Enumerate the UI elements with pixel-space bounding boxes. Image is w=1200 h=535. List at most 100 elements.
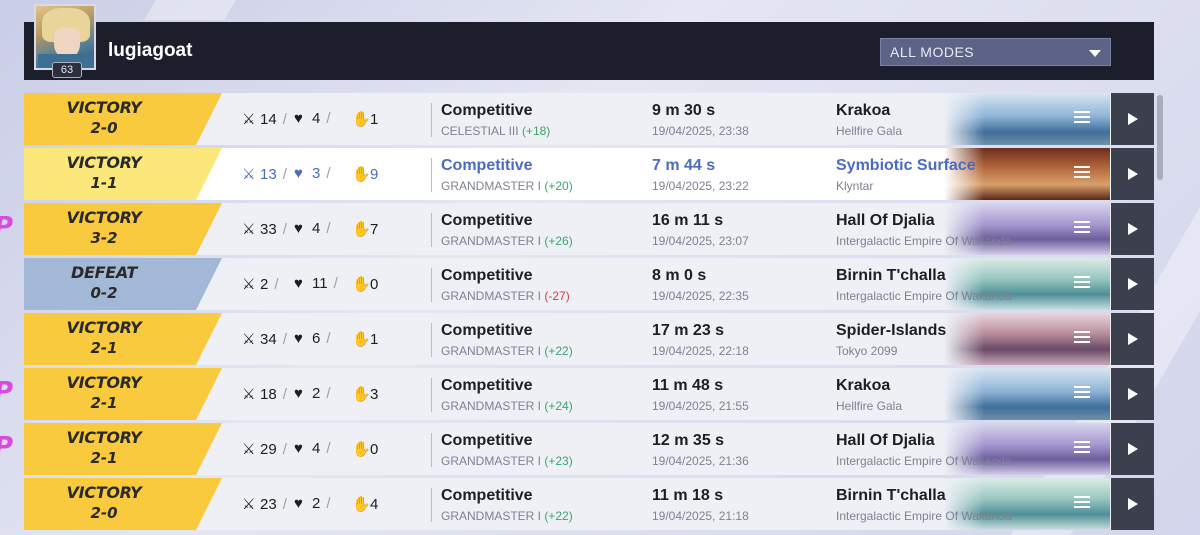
deaths-stat: ♥ 11 / [294, 275, 338, 292]
result-banner: VICTORY 1-1 [24, 148, 222, 200]
match-row[interactable]: VICTORY 3-2 ⚔ 33 / ♥ 4 / ✋7 Competitive GRAN… [24, 203, 1154, 255]
menu-lines-icon[interactable] [1074, 276, 1090, 290]
rank-label: GRANDMASTER I [441, 509, 542, 523]
kills-value: 2 [260, 276, 269, 293]
match-duration: 7 m 44 s [652, 157, 716, 174]
score-label: 3-2 [90, 229, 118, 247]
play-icon [1128, 498, 1138, 510]
broken-heart-icon: ♥ [294, 165, 303, 182]
kills-value: 34 [260, 331, 277, 348]
result-label: VICTORY [66, 373, 142, 392]
replay-button[interactable] [1111, 478, 1154, 530]
background-logo: P [0, 213, 14, 241]
score-label: 2-1 [90, 339, 118, 357]
divider [431, 488, 432, 522]
menu-lines-icon[interactable] [1074, 111, 1090, 125]
username: lugiagoat [108, 40, 193, 61]
assists-value: 1 [370, 331, 379, 348]
rank-info: GRANDMASTER I (+24) [441, 399, 573, 413]
helping-hand-icon: ✋ [352, 386, 371, 403]
result-banner: VICTORY 3-2 [24, 203, 222, 255]
match-duration: 12 m 35 s [652, 432, 725, 449]
helping-hand-icon: ✋ [352, 111, 371, 128]
rank-label: GRANDMASTER I [441, 289, 542, 303]
divider [431, 103, 432, 137]
map-name: Krakoa [836, 102, 891, 119]
chevron-down-icon [1089, 50, 1101, 57]
replay-button[interactable] [1111, 93, 1154, 145]
match-row[interactable]: VICTORY 2-1 ⚔ 34 / ♥ 6 / ✋1 Competitive GRAN… [24, 313, 1154, 365]
profile-header: 63 lugiagoat ALL MODES [24, 4, 1154, 80]
menu-lines-icon[interactable] [1074, 441, 1090, 455]
deaths-value: 6 [312, 330, 321, 347]
match-row[interactable]: VICTORY 2-1 ⚔ 29 / ♥ 4 / ✋0 Competitive GRAN… [24, 423, 1154, 475]
score-label: 2-1 [90, 394, 118, 412]
replay-button[interactable] [1111, 313, 1154, 365]
match-duration: 9 m 30 s [652, 102, 716, 119]
replay-button[interactable] [1111, 258, 1154, 310]
divider [431, 158, 432, 192]
divider [431, 378, 432, 412]
separator: / [282, 331, 287, 348]
map-thumbnail [944, 258, 1110, 310]
helping-hand-icon: ✋ [352, 276, 371, 293]
result-label: VICTORY [66, 428, 142, 447]
menu-lines-icon[interactable] [1074, 166, 1090, 180]
rank-delta: (+26) [544, 234, 573, 248]
result-banner: DEFEAT 0-2 [24, 258, 222, 310]
deaths-value: 11 [312, 275, 328, 292]
map-region: Intergalactic Empire Of Wakanda [836, 289, 1012, 303]
rank-delta: (-27) [544, 289, 570, 303]
rank-label: GRANDMASTER I [441, 179, 542, 193]
match-date: 19/04/2025, 22:18 [652, 344, 749, 358]
separator: / [282, 441, 287, 458]
avatar[interactable] [34, 4, 96, 70]
broken-heart-icon: ♥ [294, 330, 303, 347]
replay-button[interactable] [1111, 203, 1154, 255]
menu-lines-icon[interactable] [1074, 331, 1090, 345]
menu-lines-icon[interactable] [1074, 386, 1090, 400]
match-row[interactable]: VICTORY 1-1 ⚔ 13 / ♥ 3 / ✋9 Competitive GRAN… [24, 148, 1154, 200]
menu-lines-icon[interactable] [1074, 496, 1090, 510]
replay-button[interactable] [1111, 368, 1154, 420]
deaths-value: 4 [312, 440, 321, 457]
kills-stat: ⚔ 34 / [242, 330, 287, 348]
scrollbar-thumb[interactable] [1157, 95, 1163, 180]
rank-label: GRANDMASTER I [441, 454, 542, 468]
rank-info: GRANDMASTER I (+22) [441, 509, 573, 523]
deaths-stat: ♥ 2 / [294, 495, 331, 512]
rank-label: GRANDMASTER I [441, 344, 542, 358]
match-row[interactable]: VICTORY 2-0 ⚔ 23 / ♥ 2 / ✋4 Competitive GRAN… [24, 478, 1154, 530]
crossed-swords-icon: ⚔ [242, 496, 256, 513]
score-label: 2-1 [90, 449, 118, 467]
match-row[interactable]: VICTORY 2-0 ⚔ 14 / ♥ 4 / ✋1 Competitive CELE… [24, 93, 1154, 145]
divider [431, 213, 432, 247]
replay-button[interactable] [1111, 423, 1154, 475]
match-row[interactable]: DEFEAT 0-2 ⚔ 2 / ♥ 11 / ✋0 Competitive GRAND… [24, 258, 1154, 310]
score-label: 2-0 [90, 504, 118, 522]
kills-stat: ⚔ 14 / [242, 110, 287, 128]
deaths-stat: ♥ 6 / [294, 330, 331, 347]
match-row[interactable]: VICTORY 2-1 ⚔ 18 / ♥ 2 / ✋3 Competitive GRAN… [24, 368, 1154, 420]
helping-hand-icon: ✋ [352, 441, 371, 458]
kills-stat: ⚔ 18 / [242, 385, 287, 403]
separator: / [274, 276, 279, 293]
rank-delta: (+18) [521, 124, 551, 138]
menu-lines-icon[interactable] [1074, 221, 1090, 235]
crossed-swords-icon: ⚔ [242, 166, 256, 183]
mode-filter-dropdown[interactable]: ALL MODES [880, 38, 1111, 66]
result-banner: VICTORY 2-1 [24, 423, 222, 475]
assists-stat: ✋0 [352, 440, 378, 458]
separator: / [326, 110, 331, 127]
background-logo: P [0, 378, 14, 406]
assists-value: 0 [370, 276, 379, 293]
broken-heart-icon: ♥ [294, 110, 303, 127]
replay-button[interactable] [1111, 148, 1154, 200]
deaths-stat: ♥ 3 / [294, 165, 331, 182]
crossed-swords-icon: ⚔ [242, 441, 256, 458]
game-mode: Competitive [441, 322, 533, 339]
map-region: Intergalactic Empire Of Wakanda [836, 454, 1012, 468]
game-mode: Competitive [441, 212, 533, 229]
deaths-value: 3 [312, 165, 321, 182]
kills-value: 29 [260, 441, 277, 458]
